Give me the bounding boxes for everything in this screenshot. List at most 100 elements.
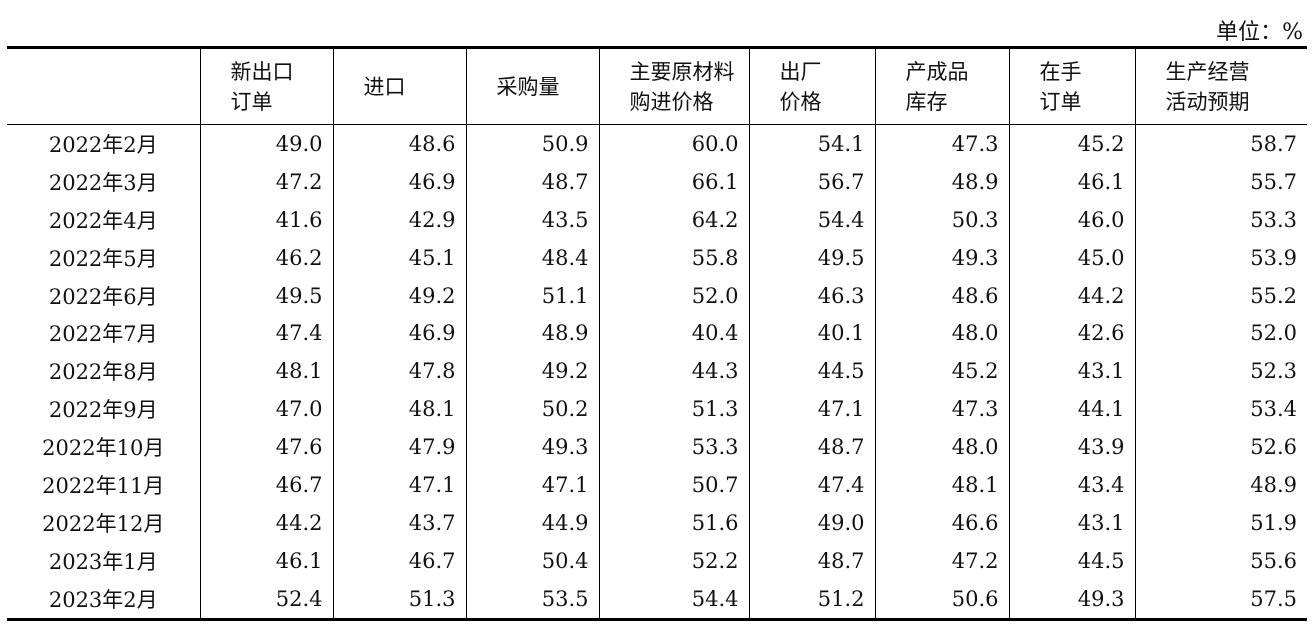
- value-cell: 46.9: [332, 314, 466, 353]
- value-cell: 49.3: [465, 428, 599, 467]
- value-cell: 43.9: [1008, 428, 1135, 467]
- value-cell: 47.2: [874, 541, 1009, 580]
- value-cell: 43.5: [465, 200, 599, 239]
- value-cell: 54.4: [748, 200, 875, 239]
- column-header-orders-in-hand: 在手 订单: [1008, 47, 1135, 125]
- value-cell: 53.5: [465, 579, 599, 620]
- value-cell: 48.9: [874, 162, 1009, 201]
- value-cell: 66.1: [598, 162, 749, 201]
- column-header-line1: 出厂: [779, 59, 822, 84]
- value-cell: 52.0: [1134, 314, 1307, 353]
- value-cell: 48.1: [332, 390, 466, 429]
- value-cell: 49.2: [332, 276, 466, 315]
- value-cell: 51.3: [332, 579, 466, 620]
- value-cell: 49.5: [748, 238, 875, 277]
- pmi-subindex-table: 新出口 订单 进口 采购量 主要原材料 购进价格 出厂 价格 产成品 库存 在手 订单 生产经营 活动预期…: [7, 46, 1307, 621]
- column-header-line1: 在手: [1039, 59, 1082, 84]
- value-cell: 44.5: [1008, 541, 1135, 580]
- value-cell: 53.3: [598, 428, 749, 467]
- value-cell: 55.8: [598, 238, 749, 277]
- column-header-line1: 主要原材料: [629, 59, 735, 84]
- value-cell: 51.1: [465, 276, 599, 315]
- value-cell: 47.2: [199, 162, 333, 201]
- value-cell: 47.3: [874, 390, 1009, 429]
- month-cell: 2022年10月: [42, 436, 165, 461]
- month-cell: 2022年12月: [42, 511, 165, 536]
- column-header-line1: 产成品: [905, 59, 969, 84]
- value-cell: 49.0: [748, 503, 875, 542]
- value-cell: 47.0: [199, 390, 333, 429]
- value-cell: 52.3: [1134, 352, 1307, 391]
- month-cell: 2023年2月: [48, 587, 158, 612]
- value-cell: 44.1: [1008, 390, 1135, 429]
- month-cell: 2022年9月: [48, 398, 158, 423]
- table-row: 2022年3月 47.2 46.9 48.7 66.1 56.7 48.9 46.1 55.7: [7, 162, 1307, 201]
- column-header-line1: 进口: [363, 74, 406, 99]
- value-cell: 54.1: [748, 124, 875, 163]
- table-row: 2022年8月 48.1 47.8 49.2 44.3 44.5 45.2 43.1 52.3: [7, 352, 1307, 391]
- value-cell: 41.6: [199, 200, 333, 239]
- value-cell: 43.7: [332, 503, 466, 542]
- value-cell: 44.2: [199, 503, 333, 542]
- value-cell: 47.3: [874, 124, 1009, 163]
- table-row: 2022年5月 46.2 45.1 48.4 55.8 49.5 49.3 45.0 53.9: [7, 238, 1307, 277]
- value-cell: 48.1: [199, 352, 333, 391]
- value-cell: 48.7: [465, 162, 599, 201]
- value-cell: 51.2: [748, 579, 875, 620]
- table-row: 2022年9月 47.0 48.1 50.2 51.3 47.1 47.3 44.1 53.4: [7, 390, 1307, 429]
- value-cell: 47.1: [748, 390, 875, 429]
- value-cell: 47.1: [332, 466, 466, 504]
- column-header-finished-goods-inventory: 产成品 库存: [874, 47, 1009, 125]
- value-cell: 46.1: [199, 541, 333, 580]
- column-header-line2: 订单: [230, 89, 273, 114]
- table-row: 2022年2月 49.0 48.6 50.9 60.0 54.1 47.3 45.2 58.7: [7, 124, 1307, 163]
- column-header-imports: 进口: [332, 47, 466, 125]
- value-cell: 53.4: [1134, 390, 1307, 429]
- value-cell: 46.9: [332, 162, 466, 201]
- month-cell: 2022年4月: [48, 208, 158, 233]
- table-row: 2023年2月 52.4 51.3 53.5 54.4 51.2 50.6 49.3 57.5: [7, 579, 1307, 620]
- value-cell: 46.6: [874, 503, 1009, 542]
- column-header-line2: 库存: [905, 89, 948, 114]
- value-cell: 64.2: [598, 200, 749, 239]
- table-row: 2022年7月 47.4 46.9 48.9 40.4 40.1 48.0 42.6 52.0: [7, 314, 1307, 353]
- column-header-business-expectation: 生产经营 活动预期: [1134, 47, 1307, 125]
- value-cell: 44.5: [748, 352, 875, 391]
- value-cell: 60.0: [598, 124, 749, 163]
- value-cell: 52.6: [1134, 428, 1307, 467]
- table-body: 2022年2月 49.0 48.6 50.9 60.0 54.1 47.3 45.2 58.7 2…: [7, 124, 1307, 620]
- value-cell: 43.1: [1008, 503, 1135, 542]
- value-cell: 48.0: [874, 428, 1009, 467]
- value-cell: 48.9: [465, 314, 599, 353]
- value-cell: 47.4: [748, 466, 875, 504]
- value-cell: 42.6: [1008, 314, 1135, 353]
- value-cell: 49.0: [199, 124, 333, 163]
- month-cell: 2022年8月: [48, 360, 158, 385]
- column-header-line2: 活动预期: [1165, 89, 1250, 114]
- value-cell: 46.2: [199, 238, 333, 277]
- value-cell: 51.6: [598, 503, 749, 542]
- value-cell: 42.9: [332, 200, 466, 239]
- value-cell: 44.2: [1008, 276, 1135, 315]
- value-cell: 47.4: [199, 314, 333, 353]
- value-cell: 55.6: [1134, 541, 1307, 580]
- value-cell: 44.3: [598, 352, 749, 391]
- column-header-month: [7, 47, 200, 125]
- value-cell: 48.1: [874, 466, 1009, 504]
- table-row: 2022年4月 41.6 42.9 43.5 64.2 54.4 50.3 46.0 53.3: [7, 200, 1307, 239]
- column-header-purchase-quantity: 采购量: [465, 47, 599, 125]
- month-cell: 2022年11月: [42, 473, 165, 498]
- table-row: 2022年12月 44.2 43.7 44.9 51.6 49.0 46.6 43.1 51.9: [7, 503, 1307, 542]
- column-header-line1: 采购量: [496, 74, 560, 99]
- value-cell: 45.2: [874, 352, 1009, 391]
- column-header-line2: 价格: [779, 89, 822, 114]
- month-cell: 2023年1月: [48, 549, 158, 574]
- column-header-ex-factory-price: 出厂 价格: [748, 47, 875, 125]
- value-cell: 48.7: [748, 428, 875, 467]
- value-cell: 50.2: [465, 390, 599, 429]
- column-header-line1: 生产经营: [1165, 59, 1250, 84]
- month-cell: 2022年7月: [48, 322, 158, 347]
- header-row: 新出口 订单 进口 采购量 主要原材料 购进价格 出厂 价格 产成品 库存 在手 订单 生产经营 活动预期: [7, 47, 1307, 125]
- unit-label: 单位：%: [1216, 20, 1303, 45]
- value-cell: 45.2: [1008, 124, 1135, 163]
